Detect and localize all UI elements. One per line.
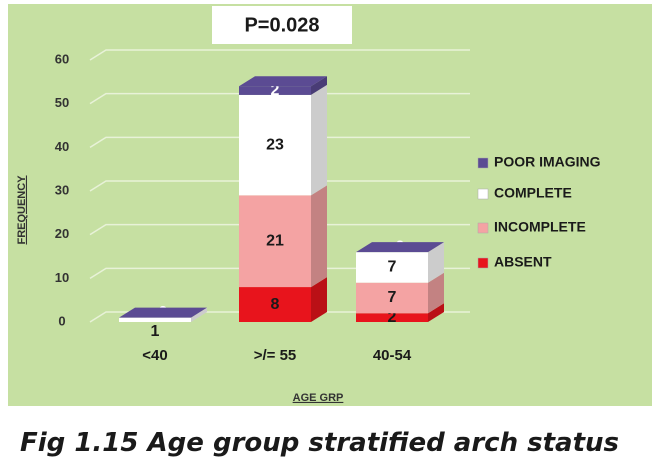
y-tick-label: 30 bbox=[55, 182, 69, 197]
bar-segment bbox=[239, 195, 311, 288]
x-tick-label: 40-54 bbox=[373, 347, 412, 364]
data-label: 2 bbox=[388, 309, 397, 326]
bar-top bbox=[239, 76, 327, 87]
grid-line bbox=[89, 49, 470, 61]
bar-segment bbox=[119, 317, 191, 322]
bar-side bbox=[311, 84, 327, 196]
bar-side bbox=[311, 277, 327, 322]
bar-segment bbox=[239, 86, 311, 95]
figure-caption: Fig 1.15 Age group stratified arch statu… bbox=[20, 428, 620, 458]
grid-line bbox=[89, 267, 470, 279]
y-tick-label: 0 bbox=[58, 313, 65, 328]
legend-label: ABSENT bbox=[494, 254, 552, 270]
bar-side bbox=[428, 272, 444, 314]
legend-swatch bbox=[477, 257, 489, 269]
data-label: 7 bbox=[388, 259, 397, 276]
legend-label: POOR IMAGING bbox=[494, 154, 601, 170]
chart-title: P=0.028 bbox=[244, 14, 319, 36]
data-label: 1 bbox=[151, 323, 160, 340]
bar-side bbox=[428, 242, 444, 283]
legend-swatch bbox=[477, 188, 489, 200]
data-label: 8 bbox=[271, 296, 280, 313]
bar-segment bbox=[356, 282, 428, 314]
y-tick-label: 10 bbox=[55, 270, 69, 285]
legend-swatch bbox=[477, 222, 489, 234]
y-axis-label: FREQUENCY bbox=[16, 175, 28, 245]
grid-line bbox=[89, 311, 470, 323]
title-box bbox=[212, 6, 352, 44]
grid-line bbox=[89, 180, 470, 192]
grid-line bbox=[89, 136, 470, 148]
y-tick-label: 50 bbox=[55, 95, 69, 110]
bar-top bbox=[119, 307, 207, 318]
bar-side bbox=[311, 185, 327, 288]
bar-segment bbox=[239, 94, 311, 196]
x-tick-label: >/= 55 bbox=[254, 347, 297, 364]
bar-segment bbox=[356, 252, 428, 283]
bar-top bbox=[356, 242, 444, 253]
x-axis-label: AGE GRP bbox=[293, 392, 344, 404]
y-tick-label: 20 bbox=[55, 226, 69, 241]
bar-side bbox=[311, 76, 327, 95]
y-tick-label: 60 bbox=[55, 51, 69, 66]
data-label: 7 bbox=[388, 289, 397, 306]
bar-segment bbox=[356, 313, 428, 322]
grid-line bbox=[89, 92, 470, 105]
data-label: 23 bbox=[266, 136, 284, 153]
bar-side bbox=[191, 307, 207, 322]
data-label: 2 bbox=[271, 82, 280, 99]
bar-side bbox=[428, 303, 444, 322]
legend-label: COMPLETE bbox=[494, 185, 572, 201]
chart-background bbox=[8, 4, 652, 406]
x-tick-label: <40 bbox=[142, 347, 167, 364]
bar-segment bbox=[239, 287, 311, 322]
legend-swatch bbox=[477, 157, 489, 169]
data-label: 21 bbox=[266, 232, 284, 249]
legend-label: INCOMPLETE bbox=[494, 219, 586, 235]
grid-line bbox=[89, 223, 470, 236]
y-tick-label: 40 bbox=[55, 139, 69, 154]
